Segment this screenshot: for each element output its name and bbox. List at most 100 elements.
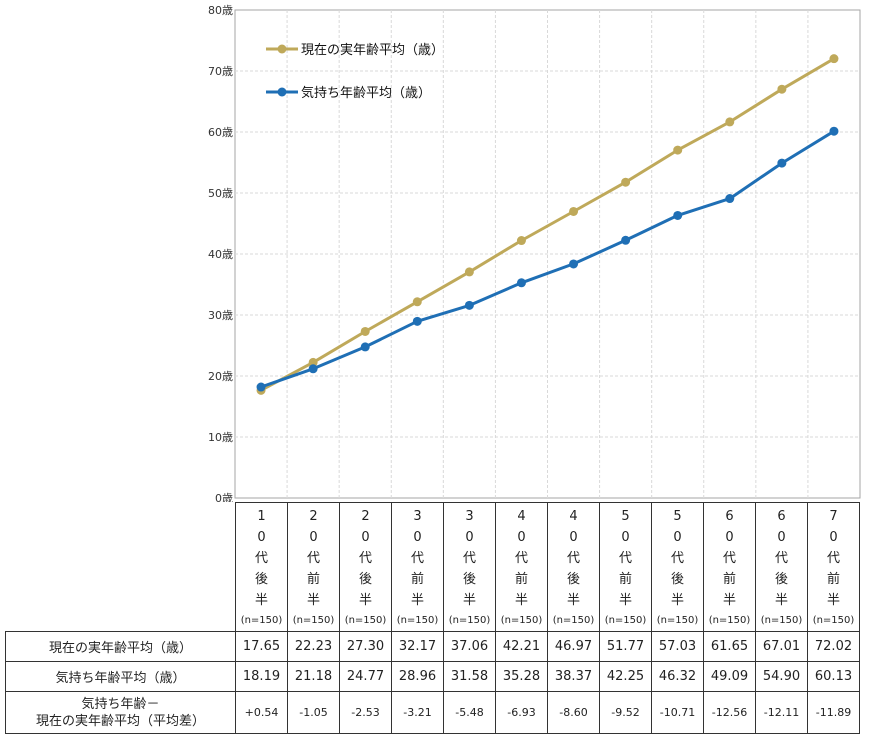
data-point-actual-age: [412, 297, 422, 307]
data-point-actual-age: [621, 177, 631, 187]
category-label-char: 代: [410, 551, 424, 566]
category-label-char: 6: [777, 509, 786, 524]
sample-size-label: (n=150): [760, 615, 803, 626]
value-cell-actual-age: 57.03: [651, 631, 704, 662]
category-label-char: 0: [465, 530, 474, 545]
category-label: 5 0 代前半: [600, 503, 651, 613]
legend-marker-actual-age: [277, 44, 287, 54]
sample-size-label: (n=150): [500, 615, 543, 626]
category-header-cell: 5 0 代前半 (n=150): [599, 502, 652, 632]
category-label: 5 0 代後半: [652, 503, 703, 613]
row-label-difference-line2: 現在の実年齢平均（平均差）: [35, 713, 205, 729]
value-cell-actual-age: 72.02: [807, 631, 860, 662]
value-cell-difference: +0.54: [235, 691, 288, 734]
category-label-char: 5: [673, 509, 682, 524]
category-label-char: 代: [358, 551, 372, 566]
data-point-actual-age: [569, 206, 579, 216]
sample-size-label: (n=150): [292, 615, 335, 626]
data-point-feeling-age: [673, 210, 683, 220]
value-cell-feeling-age: 28.96: [391, 661, 444, 692]
y-tick-label: 40歳: [208, 248, 233, 261]
y-tick-label: 30歳: [208, 309, 233, 322]
value-cell-difference: -1.05: [287, 691, 340, 734]
sample-size-label: (n=150): [812, 615, 855, 626]
value-cell-actual-age: 32.17: [391, 631, 444, 662]
category-label-char: 4: [517, 509, 526, 524]
series-line-feeling-age: [260, 129, 835, 389]
sample-size-label: (n=150): [656, 615, 699, 626]
value-cell-difference: -5.48: [443, 691, 496, 734]
value-cell-actual-age: 17.65: [235, 631, 288, 662]
category-header-cell: 7 0 代前半 (n=150): [807, 502, 860, 632]
category-header-cell: 6 0 代後半 (n=150): [755, 502, 808, 632]
category-label-char: 前: [410, 572, 424, 587]
category-header-cell: 2 0 代前半 (n=150): [287, 502, 340, 632]
value-cell-actual-age: 22.23: [287, 631, 340, 662]
legend-marker-feeling-age: [277, 87, 287, 97]
category-label-char: 後: [462, 572, 476, 587]
category-label-char: 6: [725, 509, 734, 524]
value-cell-difference: -12.11: [755, 691, 808, 734]
sample-size-label: (n=150): [344, 615, 387, 626]
data-point-actual-age: [308, 357, 318, 367]
data-point-feeling-age: [308, 364, 318, 374]
y-tick-label: 70歳: [208, 65, 233, 78]
value-cell-difference: -3.21: [391, 691, 444, 734]
data-point-feeling-age: [829, 126, 839, 136]
value-cell-feeling-age: 18.19: [235, 661, 288, 692]
value-cell-actual-age: 67.01: [755, 631, 808, 662]
value-cell-actual-age: 46.97: [547, 631, 600, 662]
data-point-actual-age: [777, 84, 787, 94]
data-point-feeling-age: [464, 300, 474, 310]
line-chart: 0歳 10歳 20歳 30歳 40歳 50歳 60歳 70歳 80歳 現在の実年齢平均（歳） 気…: [208, 4, 861, 502]
value-cell-actual-age: 61.65: [703, 631, 756, 662]
category-header-cell: 4 0 代前半 (n=150): [495, 502, 548, 632]
category-header-cell: 3 0 代前半 (n=150): [391, 502, 444, 632]
row-label-feeling-age: 気持ち年齢平均（歳）: [5, 661, 236, 692]
category-label-char: 代: [670, 551, 684, 566]
category-label-char: 半: [774, 593, 788, 608]
category-label-char: 前: [514, 572, 528, 587]
value-cell-actual-age: 42.21: [495, 631, 548, 662]
category-label-char: 半: [618, 593, 632, 608]
category-label-char: 0: [257, 530, 266, 545]
category-label: 2 0 代前半: [288, 503, 339, 613]
y-tick-label: 60歳: [208, 126, 233, 139]
category-label-char: 半: [722, 593, 736, 608]
category-label: 1 0 代後半: [236, 503, 287, 613]
category-label-char: 4: [569, 509, 578, 524]
data-point-feeling-age: [516, 278, 526, 288]
value-cell-feeling-age: 49.09: [703, 661, 756, 692]
category-label-char: 0: [777, 530, 786, 545]
data-point-feeling-age: [569, 259, 579, 269]
sample-size-label: (n=150): [604, 615, 647, 626]
sample-size-label: (n=150): [448, 615, 491, 626]
category-label-char: 半: [670, 593, 684, 608]
sample-size-label: (n=150): [708, 615, 751, 626]
legend-label-feeling-age: 気持ち年齢平均（歳）: [301, 85, 431, 101]
y-tick-label: 10歳: [208, 431, 233, 444]
value-cell-difference: -10.71: [651, 691, 704, 734]
y-tick-label: 80歳: [208, 4, 233, 17]
category-label-char: 代: [306, 551, 320, 566]
category-label-char: 2: [309, 509, 318, 524]
legend-item-actual-age: 現在の実年齢平均（歳）: [266, 42, 444, 58]
category-label-char: 前: [826, 572, 840, 587]
category-label: 3 0 代後半: [444, 503, 495, 613]
category-header-row: 1 0 代後半 (n=150) 2 0 代前半 (n=150) 2 0 代後半 (n=150) 3 0 代前…: [6, 502, 860, 632]
value-cell-feeling-age: 54.90: [755, 661, 808, 692]
value-cell-actual-age: 27.30: [339, 631, 392, 662]
row-label-difference: 気持ち年齢－ 現在の実年齢平均（平均差）: [5, 691, 236, 734]
category-label: 6 0 代前半: [704, 503, 755, 613]
value-cell-feeling-age: 24.77: [339, 661, 392, 692]
data-point-feeling-age: [621, 235, 631, 245]
data-point-feeling-age: [725, 194, 735, 204]
y-tick-label: 0歳: [215, 492, 233, 502]
series-layer: [256, 54, 839, 395]
category-label-char: 代: [462, 551, 476, 566]
category-label-char: 後: [774, 572, 788, 587]
category-label-char: 代: [566, 551, 580, 566]
row-label-difference-line1: 気持ち年齢－: [81, 696, 160, 712]
category-label-char: 7: [829, 509, 838, 524]
category-label-char: 後: [358, 572, 372, 587]
